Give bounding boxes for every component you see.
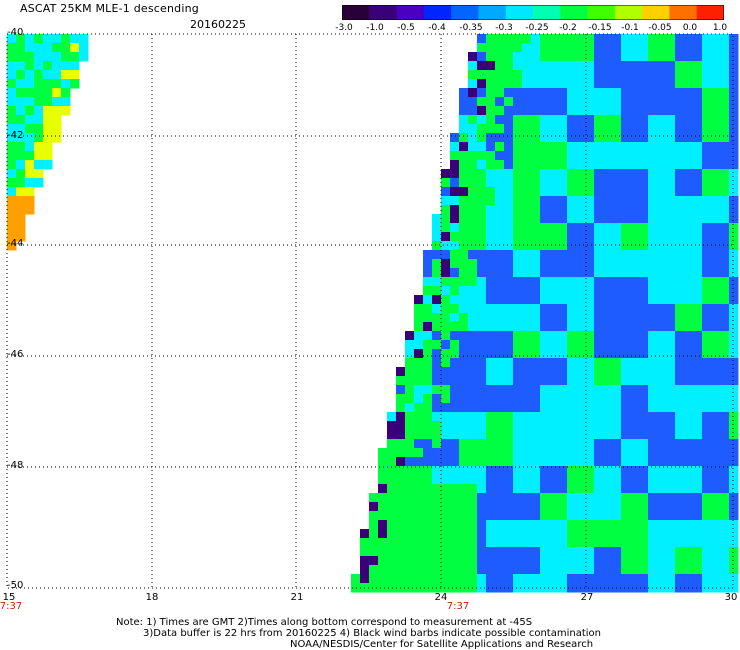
colorbar-cell xyxy=(478,5,507,20)
colorbar-tick: -0.35 xyxy=(459,23,483,33)
lat-label: -50 xyxy=(7,580,24,591)
lat-label: -44 xyxy=(7,238,24,249)
lon-label: 30 xyxy=(724,592,738,603)
colorbar-tick: 0.0 xyxy=(682,23,698,33)
colorbar-cell xyxy=(642,5,671,20)
time-label: 7:37 xyxy=(0,601,23,612)
lat-label: -48 xyxy=(7,460,24,471)
lon-label: 18 xyxy=(145,592,159,603)
colorbar-ticks: -3.0 -1.0 -0.5 -0.4 -0.35 -0.3 -0.25 -0.… xyxy=(330,23,740,37)
note-line-3: NOAA/NESDIS/Center for Satellite Applica… xyxy=(290,639,594,650)
map-date: 20160225 xyxy=(190,18,246,31)
colorbar-cell xyxy=(669,5,698,20)
time-label: 7:37 xyxy=(446,601,470,612)
lon-label: 15 xyxy=(2,592,16,603)
colorbar-tick: -0.2 xyxy=(559,23,577,33)
lat-label: -46 xyxy=(7,349,24,360)
colorbar-cell xyxy=(369,5,398,20)
colorbar-cell xyxy=(533,5,561,20)
colorbar-tick: -0.25 xyxy=(525,23,549,33)
colorbar-cell xyxy=(342,5,370,20)
colorbar-tick: -0.1 xyxy=(621,23,639,33)
note-line-1: Note: 1) Times are GMT 2)Times along bot… xyxy=(116,617,533,628)
colorbar-cell xyxy=(560,5,589,20)
colorbar-tick: -0.15 xyxy=(588,23,612,33)
lat-label: -40 xyxy=(7,27,24,38)
colorbar-tick: -0.3 xyxy=(495,23,513,33)
colorbar-cell xyxy=(451,5,480,20)
map-title: ASCAT 25KM MLE-1 descending xyxy=(20,2,199,15)
lon-label: 21 xyxy=(290,592,304,603)
colorbar-cell xyxy=(423,5,452,20)
colorbar-cell xyxy=(696,5,724,20)
lat-label: -42 xyxy=(7,130,24,141)
colorbar-tick: 1.0 xyxy=(712,23,728,33)
colorbar xyxy=(342,5,724,20)
colorbar-cell xyxy=(505,5,534,20)
colorbar-tick: -0.05 xyxy=(648,23,672,33)
colorbar-tick: -0.4 xyxy=(428,23,446,33)
colorbar-tick: -1.0 xyxy=(366,23,384,33)
colorbar-cell xyxy=(614,5,643,20)
colorbar-tick: -0.5 xyxy=(397,23,415,33)
colorbar-cell xyxy=(396,5,425,20)
lon-label: 24 xyxy=(434,592,448,603)
colorbar-tick: -3.0 xyxy=(335,23,353,33)
lon-label: 27 xyxy=(580,592,594,603)
note-line-2: 3)Data buffer is 22 hrs from 20160225 4)… xyxy=(143,628,601,639)
colorbar-cell xyxy=(587,5,616,20)
